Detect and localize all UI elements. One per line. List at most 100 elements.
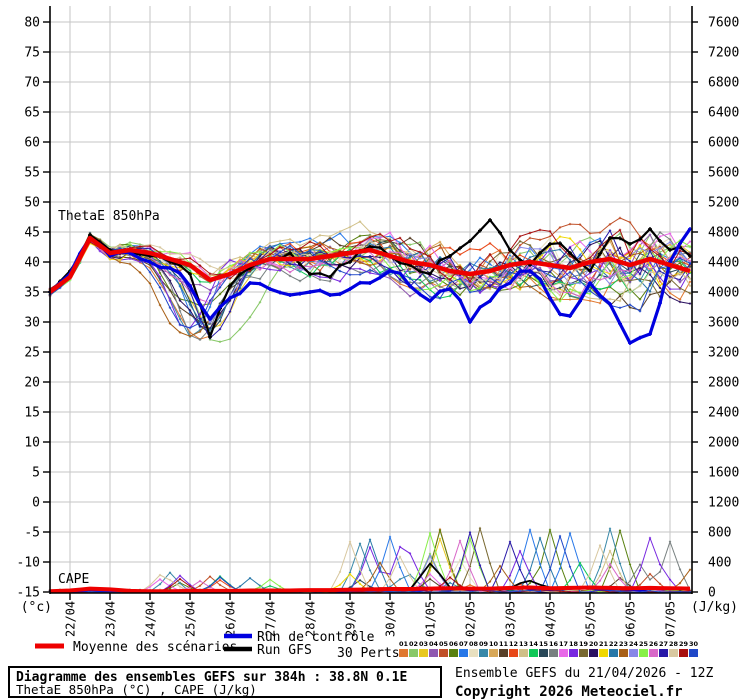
- right-tick-label: 4800: [708, 226, 739, 241]
- pert-number-label: 01: [399, 640, 409, 648]
- right-tick-label: 5600: [708, 166, 739, 181]
- pert-color-swatch: [529, 649, 538, 657]
- left-tick-label: -15: [17, 586, 40, 601]
- thetae-chart-label: ThetaE 850hPa: [58, 209, 160, 224]
- pert-number-label: 23: [619, 640, 628, 648]
- pert-color-swatch: [519, 649, 528, 657]
- left-tick-label: 75: [24, 46, 40, 61]
- pert-color-swatch: [399, 649, 408, 657]
- pert-color-swatch: [419, 649, 428, 657]
- pert-color-swatch: [619, 649, 628, 657]
- pert-number-label: 25: [639, 640, 649, 648]
- pert-color-swatch: [539, 649, 548, 657]
- right-tick-label: 6400: [708, 106, 739, 121]
- run-info: Ensemble GEFS du 21/04/2026 - 12Z: [455, 666, 713, 681]
- right-tick-label: 1600: [708, 466, 739, 481]
- pert-number-label: 28: [669, 640, 679, 648]
- pert-color-swatch: [439, 649, 448, 657]
- date-label: 28/04: [304, 601, 318, 637]
- left-axis-unit-label: (°c): [21, 600, 52, 615]
- left-tick-label: 30: [24, 316, 40, 331]
- main-series-lines: [48, 218, 692, 594]
- pert-color-swatch: [569, 649, 578, 657]
- date-label: 24/04: [144, 601, 158, 637]
- date-label: 01/05: [424, 601, 438, 637]
- pert-color-swatch: [429, 649, 438, 657]
- pert-color-swatch: [559, 649, 568, 657]
- pert-number-label: 09: [479, 640, 489, 648]
- date-label: 29/04: [344, 601, 358, 637]
- legend-control-label: Run de contrôle: [257, 630, 375, 645]
- pert-number-label: 24: [629, 640, 639, 648]
- pert-color-swatch: [479, 649, 488, 657]
- pert-color-swatch: [509, 649, 518, 657]
- pert-color-swatch: [469, 649, 478, 657]
- title-box: [8, 666, 442, 698]
- right-tick-label: 4000: [708, 286, 739, 301]
- pert-color-swatch: [459, 649, 468, 657]
- pert-number-label: 18: [569, 640, 579, 648]
- right-tick-label: 400: [708, 556, 731, 571]
- pert-number-label: 21: [599, 640, 609, 648]
- pert-number-label: 06: [449, 640, 459, 648]
- pert-color-swatch: [599, 649, 608, 657]
- pert-number-label: 12: [509, 640, 518, 648]
- date-label: 26/04: [224, 601, 238, 637]
- left-tick-label: 50: [24, 196, 40, 211]
- pert-color-swatch: [579, 649, 588, 657]
- left-tick-label: 15: [24, 406, 40, 421]
- date-label: 27/04: [264, 601, 278, 637]
- right-axis-unit-label: (J/kg): [691, 600, 738, 615]
- right-tick-label: 2000: [708, 436, 739, 451]
- pert-color-swatch: [659, 649, 668, 657]
- pert-number-label: 14: [529, 640, 539, 648]
- right-tick-label: 6800: [708, 76, 739, 91]
- cape-chart-label: CAPE: [58, 572, 89, 587]
- date-label: 23/04: [104, 601, 118, 637]
- left-tick-label: 60: [24, 136, 40, 151]
- left-tick-label: 10: [24, 436, 40, 451]
- pert-color-swatch: [609, 649, 618, 657]
- legend-gfs-label: Run GFS: [257, 643, 312, 658]
- right-tick-label: 7600: [708, 16, 739, 31]
- pert-color-swatch: [679, 649, 688, 657]
- pert-color-swatch: [689, 649, 698, 657]
- pert-number-label: 04: [429, 640, 439, 648]
- legend-mean-label: Moyenne des scénarios: [73, 640, 237, 655]
- pert-number-label: 19: [579, 640, 589, 648]
- left-tick-label: 35: [24, 286, 40, 301]
- left-tick-label: 55: [24, 166, 40, 181]
- left-tick-label: 70: [24, 76, 40, 91]
- pert-color-swatch: [489, 649, 498, 657]
- pert-color-swatch: [499, 649, 508, 657]
- left-tick-label: 65: [24, 106, 40, 121]
- axes: [43, 6, 698, 600]
- date-label: 25/04: [184, 601, 198, 637]
- right-tick-label: 3600: [708, 316, 739, 331]
- date-label: 03/05: [504, 601, 518, 637]
- date-label: 06/05: [624, 601, 638, 637]
- pert-number-label: 26: [649, 640, 659, 648]
- cape-mean-line: [49, 585, 691, 594]
- left-tick-label: 20: [24, 376, 40, 391]
- right-tick-label: 2800: [708, 376, 739, 391]
- pert-number-label: 27: [659, 640, 668, 648]
- pert-number-label: 22: [609, 640, 618, 648]
- pert-color-swatch: [549, 649, 558, 657]
- left-tick-label: 40: [24, 256, 40, 271]
- date-label: 04/05: [544, 601, 558, 637]
- legend-perts-label: 30 Perts.: [337, 646, 407, 661]
- pert-color-swatch: [639, 649, 648, 657]
- pert-number-label: 29: [679, 640, 689, 648]
- pert-number-label: 07: [459, 640, 468, 648]
- pert-number-label: 03: [419, 640, 428, 648]
- pert-number-label: 15: [539, 640, 549, 648]
- right-tick-label: 5200: [708, 196, 739, 211]
- right-tick-label: 3200: [708, 346, 739, 361]
- date-label: 30/04: [384, 601, 398, 637]
- axis-tick-labels: 80757065605550454035302520151050-5-10-15…: [17, 16, 740, 638]
- left-tick-label: 5: [32, 466, 40, 481]
- left-tick-label: 25: [24, 346, 40, 361]
